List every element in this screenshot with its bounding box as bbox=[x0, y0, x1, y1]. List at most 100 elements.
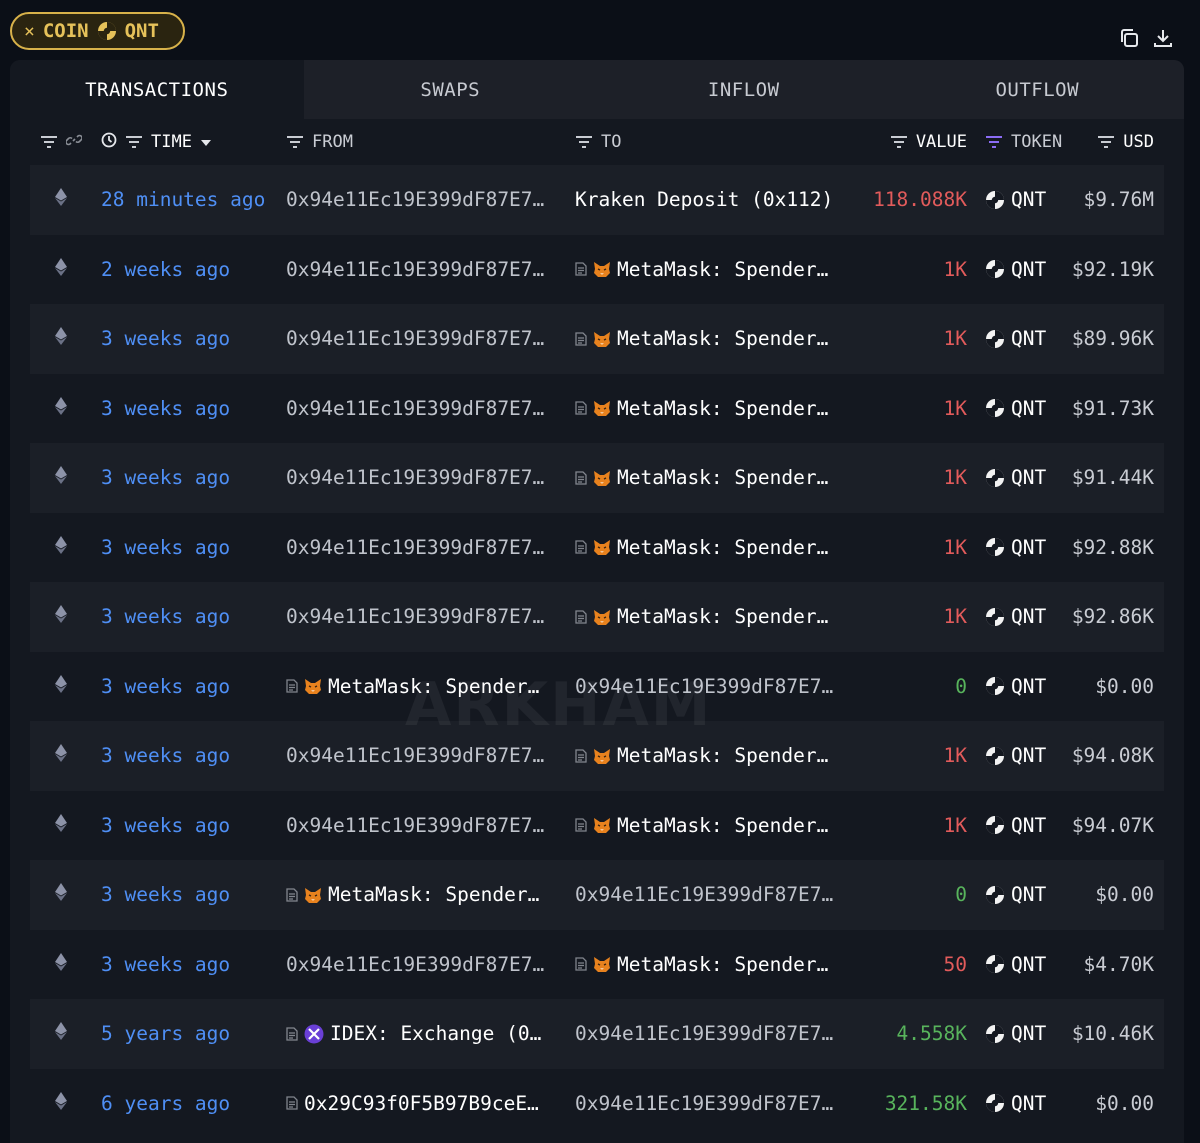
tx-time[interactable]: 6 years ago bbox=[101, 1091, 231, 1115]
table-row[interactable]: 3 weeks ago MetaMask: Spender… 0x94e11Ec19… bbox=[30, 860, 1164, 930]
tx-time[interactable]: 3 weeks ago bbox=[101, 883, 231, 907]
usd-filter-icon[interactable] bbox=[1097, 135, 1115, 149]
coin-filter-chip[interactable]: × COIN QNT bbox=[10, 12, 185, 50]
to-entity[interactable]: MetaMask: Spender… bbox=[575, 466, 828, 489]
from-address[interactable]: 0x94e11Ec19E399dF87E7… bbox=[286, 605, 545, 629]
from-entity[interactable]: MetaMask: Spender… bbox=[286, 883, 539, 906]
token-symbol[interactable]: QNT bbox=[1011, 188, 1047, 212]
sort-down-icon[interactable] bbox=[200, 132, 212, 152]
tx-time[interactable]: 2 weeks ago bbox=[101, 257, 231, 281]
tx-time[interactable]: 3 weeks ago bbox=[101, 952, 231, 976]
qnt-token-icon bbox=[985, 607, 1005, 627]
token-symbol[interactable]: QNT bbox=[1011, 535, 1047, 559]
time-filter-icon[interactable] bbox=[125, 135, 143, 149]
table-row[interactable]: 3 weeks ago 0x94e11Ec19E399dF87E7… MetaMas… bbox=[30, 930, 1164, 1000]
tx-time[interactable]: 28 minutes ago bbox=[101, 188, 266, 212]
metamask-fox-icon bbox=[593, 608, 611, 626]
from-entity[interactable]: MetaMask: Spender… bbox=[286, 675, 539, 698]
token-symbol[interactable]: QNT bbox=[1011, 1091, 1047, 1115]
to-entity-name: MetaMask: Spender… bbox=[617, 952, 829, 976]
token-filter-icon[interactable] bbox=[985, 135, 1003, 149]
table-row[interactable]: 3 weeks ago 0x94e11Ec19E399dF87E7… MetaMas… bbox=[30, 304, 1164, 374]
value-filter-icon[interactable] bbox=[890, 135, 908, 149]
table-row[interactable]: 2 weeks ago 0x94e11Ec19E399dF87E7… MetaMas… bbox=[30, 235, 1164, 305]
to-entity-name: MetaMask: Spender… bbox=[617, 744, 829, 767]
token-symbol[interactable]: QNT bbox=[1011, 466, 1047, 490]
tx-time[interactable]: 3 weeks ago bbox=[101, 605, 231, 629]
table-row[interactable]: 3 weeks ago 0x94e11Ec19E399dF87E7… MetaMas… bbox=[30, 513, 1164, 583]
tx-usd: $0.00 bbox=[1095, 883, 1154, 907]
to-address[interactable]: 0x94e11Ec19E399dF87E7… bbox=[575, 674, 834, 698]
link-icon[interactable] bbox=[65, 132, 83, 153]
copy-icon[interactable] bbox=[1118, 27, 1140, 49]
to-entity[interactable]: MetaMask: Spender… bbox=[575, 953, 828, 976]
table-row[interactable]: 3 weeks ago 0x94e11Ec19E399dF87E7… MetaMas… bbox=[30, 791, 1164, 861]
close-icon[interactable]: × bbox=[24, 20, 35, 42]
token-symbol[interactable]: QNT bbox=[1011, 1022, 1047, 1046]
from-address[interactable]: 0x94e11Ec19E399dF87E7… bbox=[286, 535, 545, 559]
from-address[interactable]: 0x94e11Ec19E399dF87E7… bbox=[286, 327, 545, 351]
token-symbol[interactable]: QNT bbox=[1011, 327, 1047, 351]
to-entity[interactable]: MetaMask: Spender… bbox=[575, 327, 828, 350]
table-row[interactable]: 5 years ago IDEX: Exchange (0… 0x94e11Ec19… bbox=[30, 999, 1164, 1069]
tab-transactions[interactable]: TRANSACTIONS bbox=[10, 60, 304, 119]
table-row[interactable]: 28 minutes ago 0x94e11Ec19E399dF87E7… Krak… bbox=[30, 165, 1164, 235]
to-entity[interactable]: MetaMask: Spender… bbox=[575, 814, 828, 837]
tx-time[interactable]: 3 weeks ago bbox=[101, 813, 231, 837]
from-entity[interactable]: IDEX: Exchange (0… bbox=[286, 1022, 541, 1045]
from-address[interactable]: 0x94e11Ec19E399dF87E7… bbox=[286, 188, 545, 212]
token-symbol[interactable]: QNT bbox=[1011, 674, 1047, 698]
from-address[interactable]: 0x94e11Ec19E399dF87E7… bbox=[286, 257, 545, 281]
from-address[interactable]: 0x94e11Ec19E399dF87E7… bbox=[286, 813, 545, 837]
table-row[interactable]: 3 weeks ago 0x94e11Ec19E399dF87E7… MetaMas… bbox=[30, 374, 1164, 444]
token-symbol[interactable]: QNT bbox=[1011, 813, 1047, 837]
table-row[interactable]: 3 weeks ago 0x94e11Ec19E399dF87E7… MetaMas… bbox=[30, 721, 1164, 791]
token-symbol[interactable]: QNT bbox=[1011, 744, 1047, 768]
from-entity[interactable]: 0x29C93f0F5B97B9ceE… bbox=[286, 1092, 539, 1115]
token-symbol[interactable]: QNT bbox=[1011, 605, 1047, 629]
from-address[interactable]: 0x94e11Ec19E399dF87E7… bbox=[286, 744, 545, 768]
to-entity[interactable]: MetaMask: Spender… bbox=[575, 744, 828, 767]
filter-coin: QNT bbox=[124, 20, 159, 42]
tx-time[interactable]: 3 weeks ago bbox=[101, 535, 231, 559]
table-row[interactable]: 3 weeks ago 0x94e11Ec19E399dF87E7… MetaMas… bbox=[30, 443, 1164, 513]
filter-icon[interactable] bbox=[40, 135, 58, 149]
tx-value: 1K bbox=[943, 535, 967, 559]
to-entity[interactable]: MetaMask: Spender… bbox=[575, 605, 828, 628]
from-filter-icon[interactable] bbox=[286, 135, 304, 149]
tab-swaps[interactable]: SWAPS bbox=[303, 60, 597, 119]
tx-time[interactable]: 3 weeks ago bbox=[101, 674, 231, 698]
tx-time[interactable]: 3 weeks ago bbox=[101, 327, 231, 351]
tx-time[interactable]: 3 weeks ago bbox=[101, 396, 231, 420]
tab-inflow[interactable]: INFLOW bbox=[597, 60, 891, 119]
to-address[interactable]: 0x94e11Ec19E399dF87E7… bbox=[575, 1091, 834, 1115]
from-address[interactable]: 0x94e11Ec19E399dF87E7… bbox=[286, 466, 545, 490]
tx-value: 1K bbox=[943, 813, 967, 837]
time-header[interactable]: TIME bbox=[151, 132, 192, 152]
to-address[interactable]: Kraken Deposit (0x112) bbox=[575, 188, 834, 212]
token-symbol[interactable]: QNT bbox=[1011, 396, 1047, 420]
tab-outflow[interactable]: OUTFLOW bbox=[890, 60, 1184, 119]
token-symbol[interactable]: QNT bbox=[1011, 952, 1047, 976]
tx-usd: $92.19K bbox=[1071, 257, 1154, 281]
table-row[interactable]: 3 weeks ago 0x94e11Ec19E399dF87E7… MetaMas… bbox=[30, 582, 1164, 652]
to-entity[interactable]: MetaMask: Spender… bbox=[575, 397, 828, 420]
to-address[interactable]: 0x94e11Ec19E399dF87E7… bbox=[575, 1022, 834, 1046]
tx-time[interactable]: 3 weeks ago bbox=[101, 466, 231, 490]
from-address[interactable]: 0x94e11Ec19E399dF87E7… bbox=[286, 396, 545, 420]
download-icon[interactable] bbox=[1152, 27, 1174, 49]
contract-icon bbox=[575, 540, 587, 554]
tx-time[interactable]: 3 weeks ago bbox=[101, 744, 231, 768]
table-row[interactable]: 3 weeks ago MetaMask: Spender… 0x94e11Ec19… bbox=[30, 652, 1164, 722]
token-symbol[interactable]: QNT bbox=[1011, 883, 1047, 907]
tx-time[interactable]: 5 years ago bbox=[101, 1022, 231, 1046]
metamask-fox-icon bbox=[593, 816, 611, 834]
to-filter-icon[interactable] bbox=[575, 135, 593, 149]
qnt-coin-icon bbox=[97, 21, 117, 41]
to-address[interactable]: 0x94e11Ec19E399dF87E7… bbox=[575, 883, 834, 907]
to-entity[interactable]: MetaMask: Spender… bbox=[575, 258, 828, 281]
from-address[interactable]: 0x94e11Ec19E399dF87E7… bbox=[286, 952, 545, 976]
table-row[interactable]: 6 years ago 0x29C93f0F5B97B9ceE… 0x94e11Ec… bbox=[30, 1069, 1164, 1139]
to-entity[interactable]: MetaMask: Spender… bbox=[575, 536, 828, 559]
token-symbol[interactable]: QNT bbox=[1011, 257, 1047, 281]
